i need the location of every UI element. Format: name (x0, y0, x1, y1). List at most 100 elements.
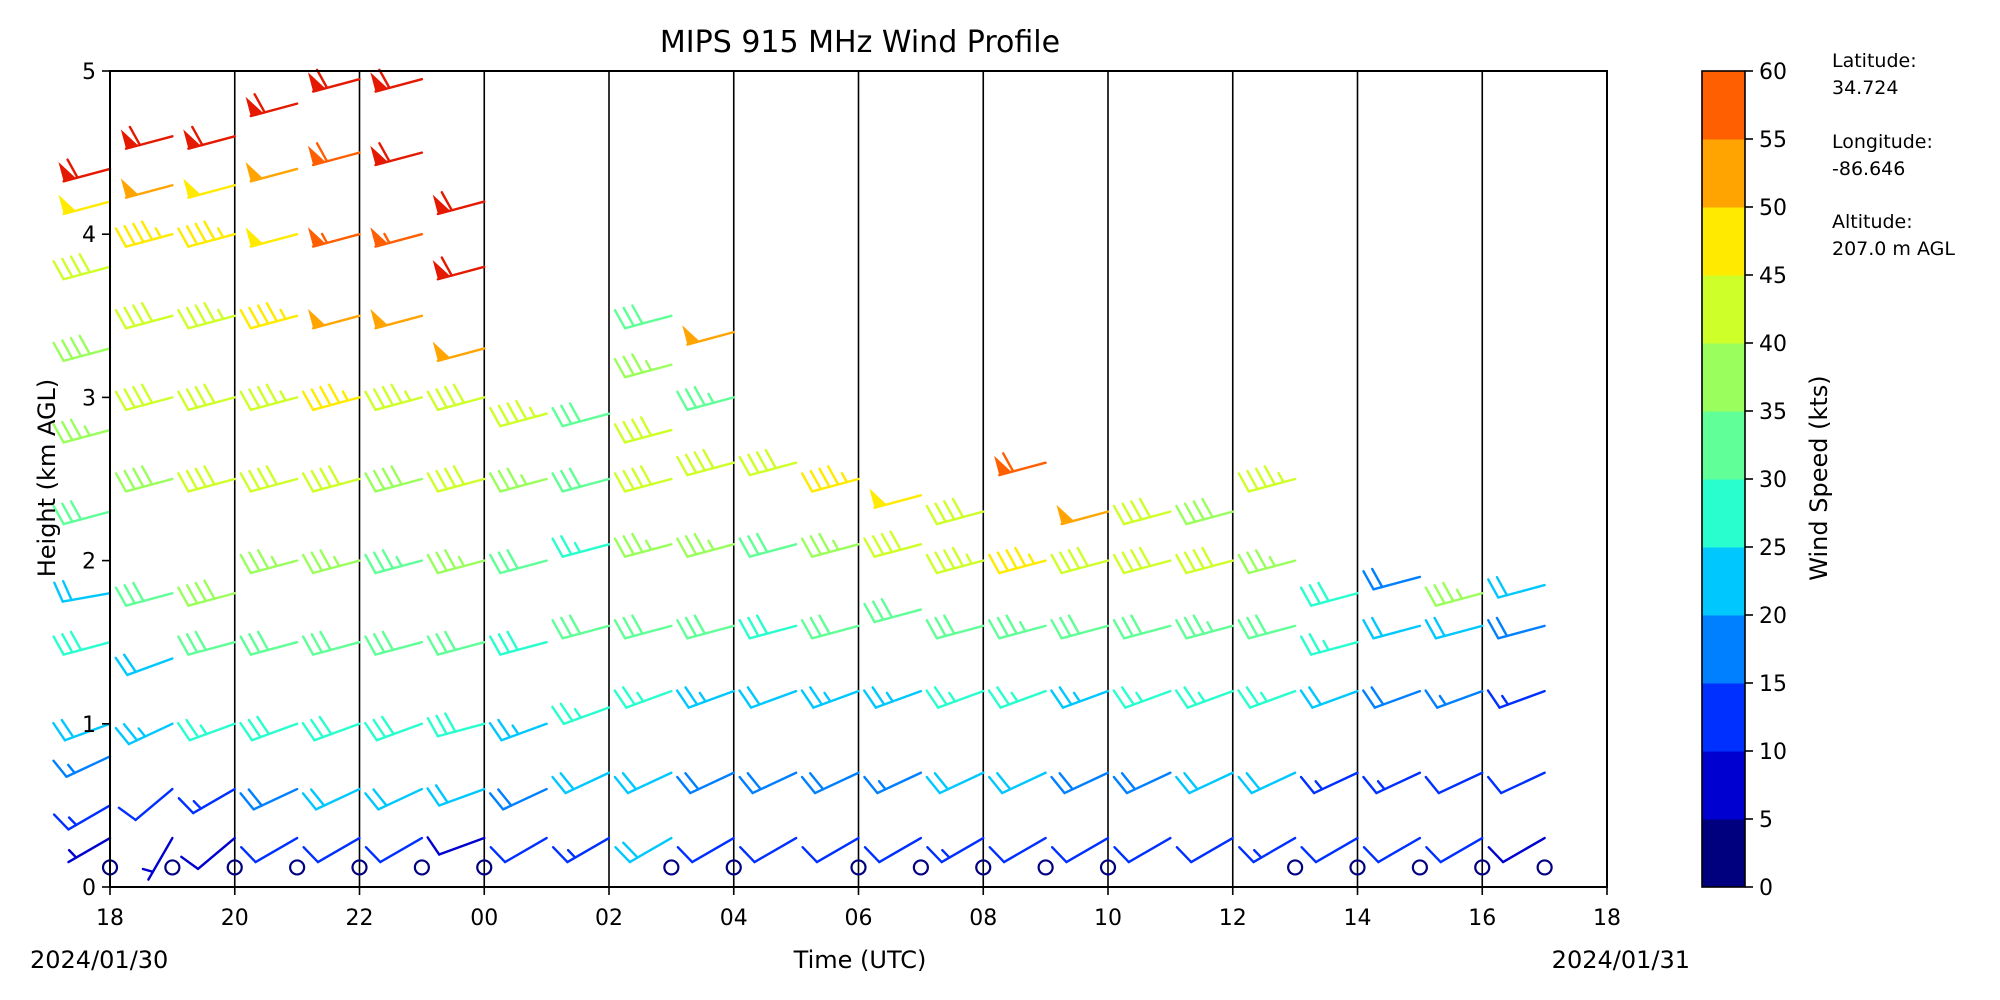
barb-flag (551, 406, 564, 428)
barb-flag (1486, 689, 1501, 709)
colorbar-tick-label: 30 (1759, 468, 1787, 493)
wind-barb (426, 465, 486, 493)
barb-shaft (815, 836, 860, 864)
barb-flag (1246, 616, 1259, 638)
calm-marker (912, 859, 929, 876)
barb-flag (755, 451, 769, 472)
colorbar-segment (1702, 343, 1745, 412)
barb-flag (880, 598, 894, 619)
wind-barb (1487, 836, 1546, 864)
barb-flag (185, 584, 199, 605)
barb-flag (613, 689, 628, 709)
wind-barb (364, 549, 424, 575)
barb-flag (560, 616, 573, 638)
barb-shaft (1439, 836, 1484, 864)
barb-pennant (245, 96, 263, 117)
barb-half-flag (573, 541, 582, 554)
wind-barb (432, 191, 486, 216)
barb-shaft (1312, 771, 1359, 795)
barb-flag (132, 304, 145, 325)
barb-half-flag (823, 691, 832, 703)
barb-shaft (126, 657, 174, 677)
barb-flag (78, 253, 91, 274)
barb-pennant (682, 325, 700, 345)
wind-barb (800, 465, 860, 493)
barb-shaft (311, 314, 361, 330)
barb-flag (738, 537, 751, 558)
barb-flag (800, 775, 817, 795)
barb-flag (801, 846, 819, 864)
wind-barb (302, 836, 361, 864)
barb-flag (925, 553, 939, 575)
barb-flag (1424, 619, 1438, 640)
barb-flag (1362, 570, 1375, 591)
barb-flag (114, 726, 131, 746)
barb-flag (925, 689, 940, 709)
wind-barb (307, 308, 361, 330)
barb-pennant (869, 488, 887, 508)
barb-flag (372, 718, 387, 739)
barb-flag (951, 497, 965, 519)
latitude-label: Latitude: (1832, 50, 1917, 72)
barb-flag (631, 353, 644, 374)
barb-flag (755, 532, 769, 554)
barb-half-flag (67, 816, 78, 827)
colorbar-segment (1702, 547, 1745, 616)
wind-barb (676, 385, 735, 412)
barb-flag (613, 775, 630, 795)
barb-flag (114, 390, 128, 412)
barb-pennant (432, 341, 451, 361)
barb-flag (631, 467, 644, 488)
barb-half-flag (877, 780, 887, 791)
barb-flag (1112, 619, 1126, 640)
y-axis-title: Height (km AGL) (33, 379, 61, 578)
barb-flag (203, 220, 216, 241)
wind-barb (863, 836, 923, 864)
barb-half-flag (83, 425, 91, 437)
barb-flag (800, 537, 814, 558)
barb-flag (309, 788, 326, 807)
barb-flag (889, 530, 902, 551)
barb-flag (444, 549, 457, 570)
wind-barb (301, 787, 361, 811)
wind-barb (370, 142, 424, 167)
barb-flag (123, 584, 136, 605)
barb-half-flag (270, 555, 279, 568)
barb-flag (676, 390, 689, 412)
barb-half-flag (216, 227, 225, 239)
wind-barb (1112, 686, 1172, 709)
barb-shaft (500, 722, 548, 742)
altitude-label: Altitude: (1832, 211, 1913, 233)
barb-half-flag (404, 390, 412, 402)
wind-barb (488, 787, 548, 811)
barb-shaft (374, 314, 424, 330)
wind-barb (1112, 614, 1172, 640)
wind-barb (613, 686, 673, 709)
colorbar-segment (1702, 275, 1745, 344)
barb-shaft (134, 787, 174, 822)
barb-flag (1238, 846, 1255, 864)
plot-area (52, 68, 1608, 888)
wind-barb (489, 467, 548, 493)
wind-barb (58, 158, 112, 183)
start-date-label: 2024/01/30 (30, 946, 168, 974)
barb-flag (239, 721, 254, 742)
barb-flag (1058, 686, 1073, 706)
barb-flag (301, 721, 316, 742)
barb-flag (613, 537, 627, 558)
barb-flag (435, 551, 448, 572)
longitude-value: -86.646 (1832, 158, 1905, 180)
barb-flag (185, 633, 199, 654)
wind-barb (364, 787, 424, 811)
barb-flag (69, 418, 83, 440)
barb-flag (1014, 546, 1027, 568)
barb-flag (1362, 619, 1375, 640)
barb-flag (265, 465, 279, 486)
barb-flag (240, 846, 257, 864)
wind-barb (301, 383, 361, 412)
wind-barb (926, 836, 985, 864)
barb-flag (613, 472, 627, 493)
wind-barb (52, 804, 112, 831)
wind-barb (1112, 497, 1172, 526)
barb-flag (676, 619, 689, 640)
